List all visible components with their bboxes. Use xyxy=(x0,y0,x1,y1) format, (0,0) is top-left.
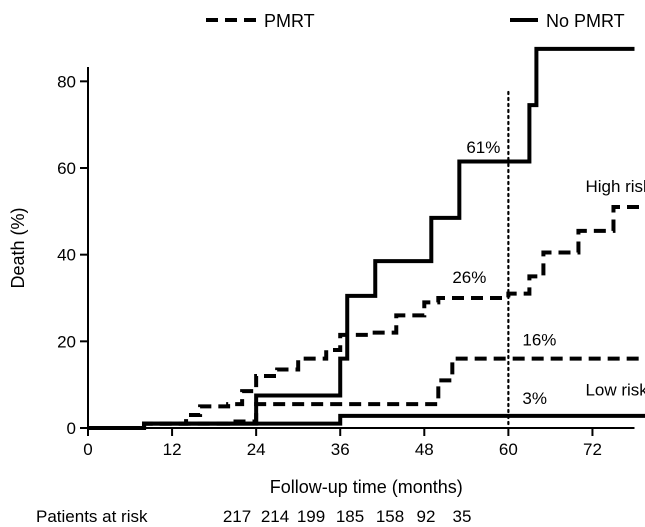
y-tick-label: 80 xyxy=(57,72,76,91)
annotation-3pct: 3% xyxy=(522,389,547,408)
annotation-low-risk: Low risk xyxy=(585,381,645,400)
risk-table-value: 199 xyxy=(297,507,325,526)
risk-table-value: 158 xyxy=(376,507,404,526)
legend-label-no-pmrt: No PMRT xyxy=(546,11,625,31)
x-axis-title: Follow-up time (months) xyxy=(270,477,463,497)
x-tick-label: 48 xyxy=(415,440,434,459)
series-line-pmrt-low-risk xyxy=(88,356,645,430)
annotation-61pct: 61% xyxy=(466,138,500,157)
risk-table-value: 185 xyxy=(336,507,364,526)
x-tick-label: 36 xyxy=(331,440,350,459)
annotation-high-risk: High risk xyxy=(585,177,645,196)
series-line-pmrt-high-risk xyxy=(88,205,645,430)
series-line-no-pmrt-low-risk xyxy=(88,413,645,430)
annotation-26pct: 26% xyxy=(452,268,486,287)
x-tick-label: 72 xyxy=(583,440,602,459)
x-tick-label: 12 xyxy=(163,440,182,459)
x-tick-label: 24 xyxy=(247,440,266,459)
risk-table-value: 35 xyxy=(453,507,472,526)
risk-table-label: Patients at risk xyxy=(36,507,148,526)
y-tick-label: 20 xyxy=(57,332,76,351)
y-tick-label: 40 xyxy=(57,246,76,265)
legend-label-pmrt: PMRT xyxy=(264,11,315,31)
series-line-no-pmrt-high-risk xyxy=(88,46,635,430)
annotation-16pct: 16% xyxy=(522,331,556,350)
risk-table-value: 214 xyxy=(261,507,289,526)
risk-table-value: 92 xyxy=(417,507,436,526)
x-tick-label: 0 xyxy=(83,440,92,459)
y-tick-label: 0 xyxy=(67,419,76,438)
y-tick-label: 60 xyxy=(57,159,76,178)
risk-table-value: 217 xyxy=(223,507,251,526)
x-tick-label: 60 xyxy=(499,440,518,459)
y-axis-title: Death (%) xyxy=(8,207,28,288)
